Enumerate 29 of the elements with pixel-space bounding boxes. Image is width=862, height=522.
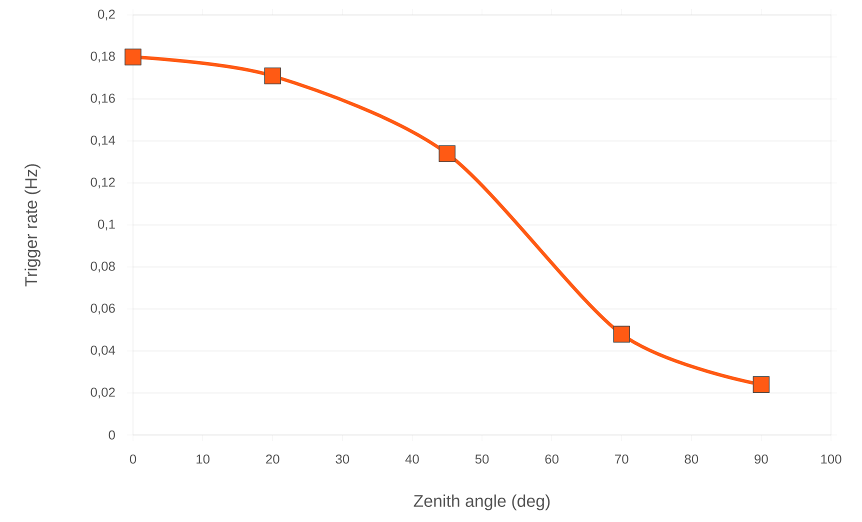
point	[752, 376, 770, 393]
y-tick-label: 0,04	[90, 346, 116, 356]
y-tick-label: 0	[108, 430, 115, 440]
y-tick-label: 0,18	[90, 52, 115, 62]
point	[124, 48, 142, 66]
y-tick-label: 0,2	[98, 10, 115, 20]
y-tick-label: 0,08	[90, 262, 115, 272]
y-tick-label: 0,14	[90, 136, 116, 146]
y-tick-label: 0,06	[90, 304, 115, 314]
x-tick-label: 20	[266, 454, 280, 464]
x-axis-title: Zenith angle (deg)	[414, 494, 550, 510]
y-axis-title: Trigger rate (Hz)	[24, 164, 40, 286]
x-tick-label: 80	[684, 454, 698, 464]
y-tick-label: 0,12	[90, 178, 115, 188]
x-tick-label: 0	[130, 454, 136, 464]
y-tick-label: 0,16	[90, 94, 115, 104]
y-tick-label: 0,1	[98, 220, 115, 230]
x-tick-label: 10	[196, 454, 210, 464]
x-tick-label: 60	[545, 454, 559, 464]
x-tick-label: 50	[475, 454, 489, 464]
point	[438, 145, 456, 162]
point	[613, 326, 630, 343]
x-tick-label: 100	[821, 454, 842, 464]
x-tick-label: 40	[405, 454, 419, 464]
y-tick-label: 0,02	[90, 388, 115, 398]
x-tick-label: 30	[336, 454, 350, 464]
point	[264, 67, 282, 84]
x-tick-label: 70	[615, 454, 628, 464]
x-tick-label: 90	[754, 454, 768, 464]
